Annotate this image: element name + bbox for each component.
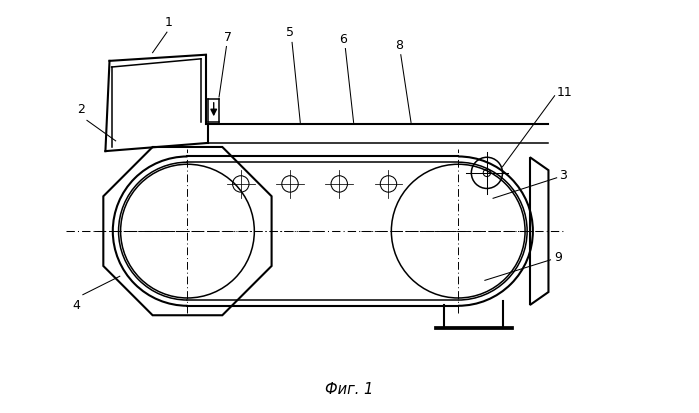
Text: 8: 8 xyxy=(395,39,403,52)
Text: 7: 7 xyxy=(224,31,233,45)
Text: 3: 3 xyxy=(559,169,567,182)
Text: 5: 5 xyxy=(286,26,294,39)
Text: Фиг. 1: Фиг. 1 xyxy=(325,382,374,397)
Text: 9: 9 xyxy=(554,251,563,264)
Text: 4: 4 xyxy=(73,299,80,312)
Text: 11: 11 xyxy=(556,86,572,99)
Text: 6: 6 xyxy=(340,33,347,46)
Text: 2: 2 xyxy=(77,103,85,116)
Text: 1: 1 xyxy=(165,16,173,29)
